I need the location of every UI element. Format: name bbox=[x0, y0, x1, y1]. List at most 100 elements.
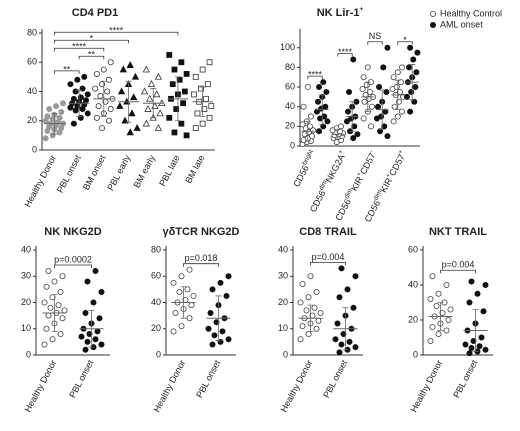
data-point bbox=[307, 113, 314, 120]
data-point bbox=[299, 281, 306, 288]
data-point bbox=[338, 341, 345, 348]
data-point bbox=[94, 328, 101, 335]
data-point bbox=[180, 100, 187, 107]
data-point bbox=[324, 118, 331, 125]
data-point bbox=[198, 85, 204, 92]
data-point bbox=[126, 61, 134, 68]
data-point bbox=[146, 94, 154, 102]
text-part: KIR bbox=[349, 175, 365, 193]
significance-bracket bbox=[53, 47, 105, 52]
data-point bbox=[43, 325, 50, 332]
data-point bbox=[427, 337, 434, 344]
legend-marker bbox=[429, 10, 436, 17]
significance-bracket bbox=[310, 261, 346, 266]
data-point bbox=[332, 336, 339, 343]
data-point bbox=[411, 98, 418, 105]
data-point bbox=[183, 71, 190, 77]
y-tick-label: 40 bbox=[151, 297, 161, 307]
data-point bbox=[408, 88, 415, 95]
significance-label: **** bbox=[338, 47, 353, 57]
data-point bbox=[211, 332, 218, 339]
significance-bracket bbox=[183, 263, 219, 267]
text-part: CD57 bbox=[387, 153, 407, 178]
legend-marker bbox=[429, 21, 436, 28]
data-point bbox=[429, 273, 436, 280]
data-point bbox=[97, 92, 104, 99]
data-point bbox=[435, 290, 442, 297]
data-point bbox=[206, 114, 213, 121]
data-point bbox=[207, 309, 214, 316]
data-point bbox=[346, 88, 353, 95]
data-point bbox=[476, 343, 483, 350]
data-point bbox=[344, 286, 351, 293]
data-point bbox=[313, 108, 320, 115]
data-point bbox=[360, 74, 367, 81]
text-part: dim bbox=[318, 179, 329, 192]
data-point bbox=[192, 125, 199, 131]
data-point bbox=[84, 91, 91, 98]
data-point bbox=[474, 290, 481, 297]
data-point bbox=[413, 69, 420, 76]
data-point bbox=[468, 344, 475, 351]
data-point bbox=[445, 316, 452, 323]
data-point bbox=[60, 100, 67, 107]
significance-bracket bbox=[440, 269, 476, 274]
data-point bbox=[366, 88, 373, 95]
data-point bbox=[44, 113, 51, 120]
data-point bbox=[429, 323, 436, 330]
y-tick-label: 0 bbox=[32, 144, 37, 154]
data-point bbox=[468, 278, 475, 285]
data-point bbox=[433, 302, 440, 309]
data-point bbox=[407, 108, 414, 115]
data-point bbox=[166, 52, 173, 58]
data-point bbox=[153, 90, 161, 98]
data-point bbox=[338, 265, 345, 272]
legend-label: Healthy Control bbox=[440, 8, 502, 18]
y-tick-label: 40 bbox=[285, 101, 295, 111]
data-point bbox=[156, 109, 164, 117]
significance-bracket bbox=[53, 70, 80, 74]
data-point bbox=[225, 336, 232, 343]
significance-bracket bbox=[53, 39, 129, 44]
significance-label: p=0.018 bbox=[185, 253, 218, 263]
data-point bbox=[412, 84, 419, 91]
x-tick-label: PBL onset bbox=[194, 358, 222, 400]
data-point bbox=[105, 76, 112, 83]
data-point bbox=[74, 76, 81, 83]
data-point bbox=[206, 59, 213, 66]
data-point bbox=[337, 123, 344, 130]
y-tick-label: 0 bbox=[290, 140, 295, 150]
data-point bbox=[201, 106, 208, 112]
data-point bbox=[435, 330, 442, 337]
data-point bbox=[130, 93, 138, 101]
text-part: + bbox=[385, 172, 393, 179]
data-point bbox=[131, 72, 140, 80]
y-tick-label: 80 bbox=[27, 27, 37, 37]
significance-label: ** bbox=[88, 50, 96, 60]
significance-bracket bbox=[337, 53, 353, 57]
data-point bbox=[100, 66, 107, 73]
significance-bracket bbox=[397, 41, 413, 45]
text-part: bright bbox=[301, 149, 315, 167]
x-tick-label: Healthy Donor bbox=[279, 358, 315, 413]
data-point bbox=[84, 110, 91, 117]
data-point bbox=[49, 336, 56, 343]
data-point bbox=[350, 56, 357, 63]
chart-title: CD8 TRAIL bbox=[299, 226, 357, 238]
data-point bbox=[380, 64, 387, 71]
data-point bbox=[117, 87, 126, 95]
data-point bbox=[470, 337, 477, 344]
data-point bbox=[482, 346, 489, 353]
text-part: KIR bbox=[379, 176, 395, 194]
data-point bbox=[344, 108, 351, 115]
y-tick-label: 30 bbox=[21, 271, 31, 281]
data-point bbox=[55, 302, 62, 309]
data-point bbox=[303, 307, 310, 314]
data-point bbox=[169, 81, 176, 88]
data-point bbox=[447, 306, 454, 313]
data-point bbox=[398, 108, 405, 115]
data-point bbox=[186, 315, 193, 322]
data-point bbox=[394, 69, 401, 76]
data-point bbox=[128, 109, 136, 117]
data-point bbox=[107, 106, 114, 113]
